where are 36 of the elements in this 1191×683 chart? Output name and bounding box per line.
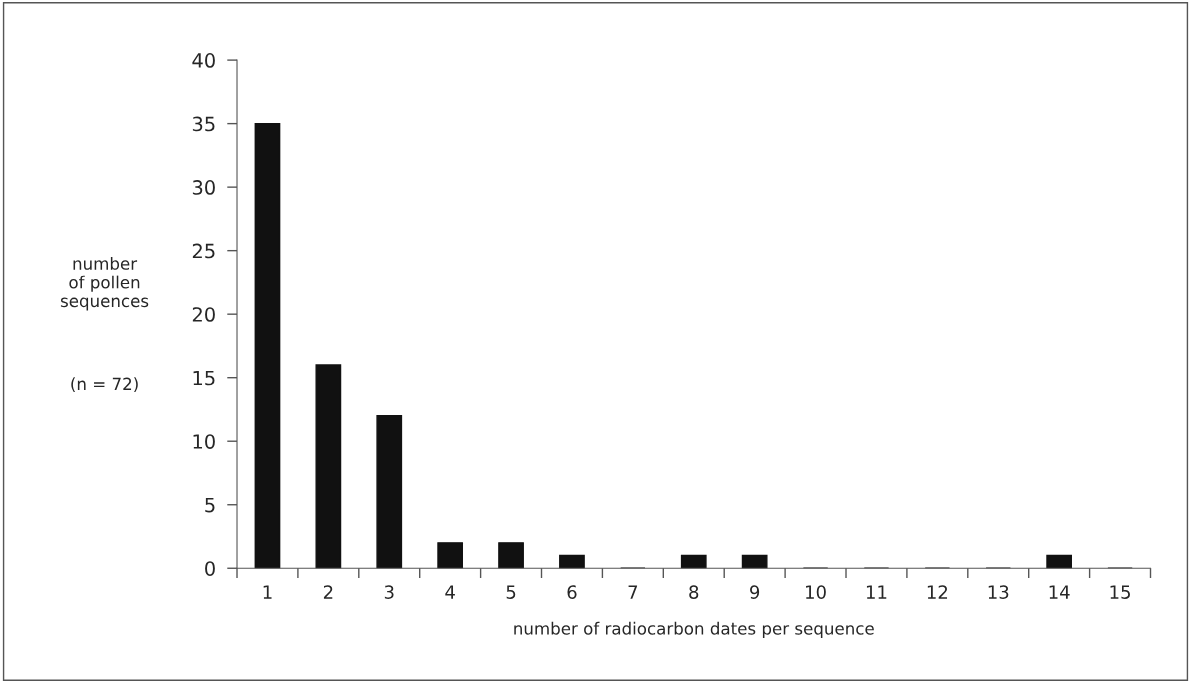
x-tick-label: 15 [1110,585,1130,599]
x-tick-label: 5 [506,585,516,599]
bar [437,542,464,569]
x-tick-label: 3 [384,585,394,599]
y-tick-label: 0 [205,561,215,576]
x-tick-label: 7 [628,585,638,599]
x-axis-title: number of radiocarbon dates per sequence [514,621,874,638]
y-tick-label: 20 [192,307,215,322]
y-tick-label: 15 [193,370,215,386]
x-tick-label: 9 [750,585,760,599]
x-tick-label: 2 [323,585,333,599]
x-tick-label: 6 [567,585,577,599]
y-tick-label: 40 [192,53,215,68]
bar [559,554,585,569]
x-tick-label: 13 [988,585,1009,599]
bar [741,554,768,569]
y-tick-label: 10 [193,434,215,449]
x-tick-label: 8 [689,585,699,599]
bar [680,554,707,569]
x-tick-label: 12 [927,585,948,599]
y-axis-title: number of pollen sequences [60,256,149,311]
x-tick-label: 4 [445,585,455,599]
bar [376,415,403,569]
x-tick-label: 14 [1049,585,1070,599]
text: (n = 72) [71,377,138,393]
bar [1046,554,1073,569]
bar [254,122,281,569]
x-tick-label: 11 [866,585,887,599]
bar [498,542,524,569]
y-tick-label: 35 [192,116,215,132]
y-tick-label: 25 [192,243,215,259]
bar [315,364,342,569]
x-tick-label: 1 [263,585,272,599]
y-tick-label: 5 [205,497,215,513]
x-tick-label: 10 [806,585,826,599]
y-tick-label: 30 [192,180,215,195]
